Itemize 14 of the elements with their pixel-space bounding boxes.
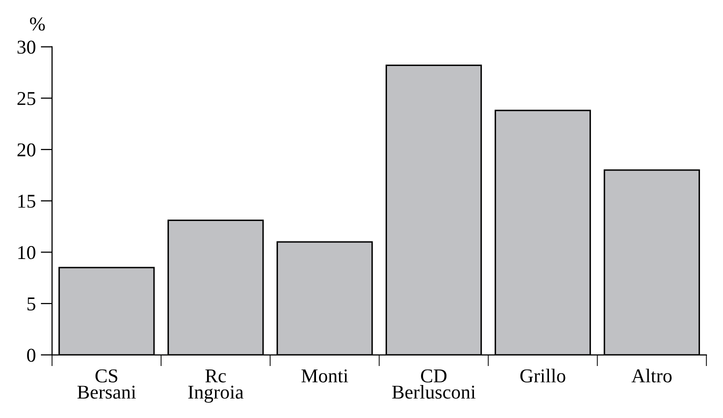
x-tick-label: Altro — [632, 368, 672, 382]
y-tick-label: 15 — [18, 194, 36, 208]
y-tick-label: 30 — [18, 40, 36, 54]
y-tick-label: 10 — [18, 246, 36, 260]
y-tick-label: 20 — [17, 143, 36, 156]
y-tick-label: 25 — [17, 92, 36, 106]
x-tick-label: Grillo — [520, 368, 566, 382]
x-tick-label: Monti — [301, 369, 348, 382]
y-tick-label: 0 — [27, 348, 36, 362]
y-axis-title: % — [30, 17, 45, 31]
y-tick-label: 5 — [27, 298, 36, 310]
x-tick-label: CS Bersani — [77, 369, 136, 399]
x-tick-label: Rc Ingroia — [188, 370, 244, 403]
x-tick-label: CD Berlusconi — [392, 369, 476, 399]
